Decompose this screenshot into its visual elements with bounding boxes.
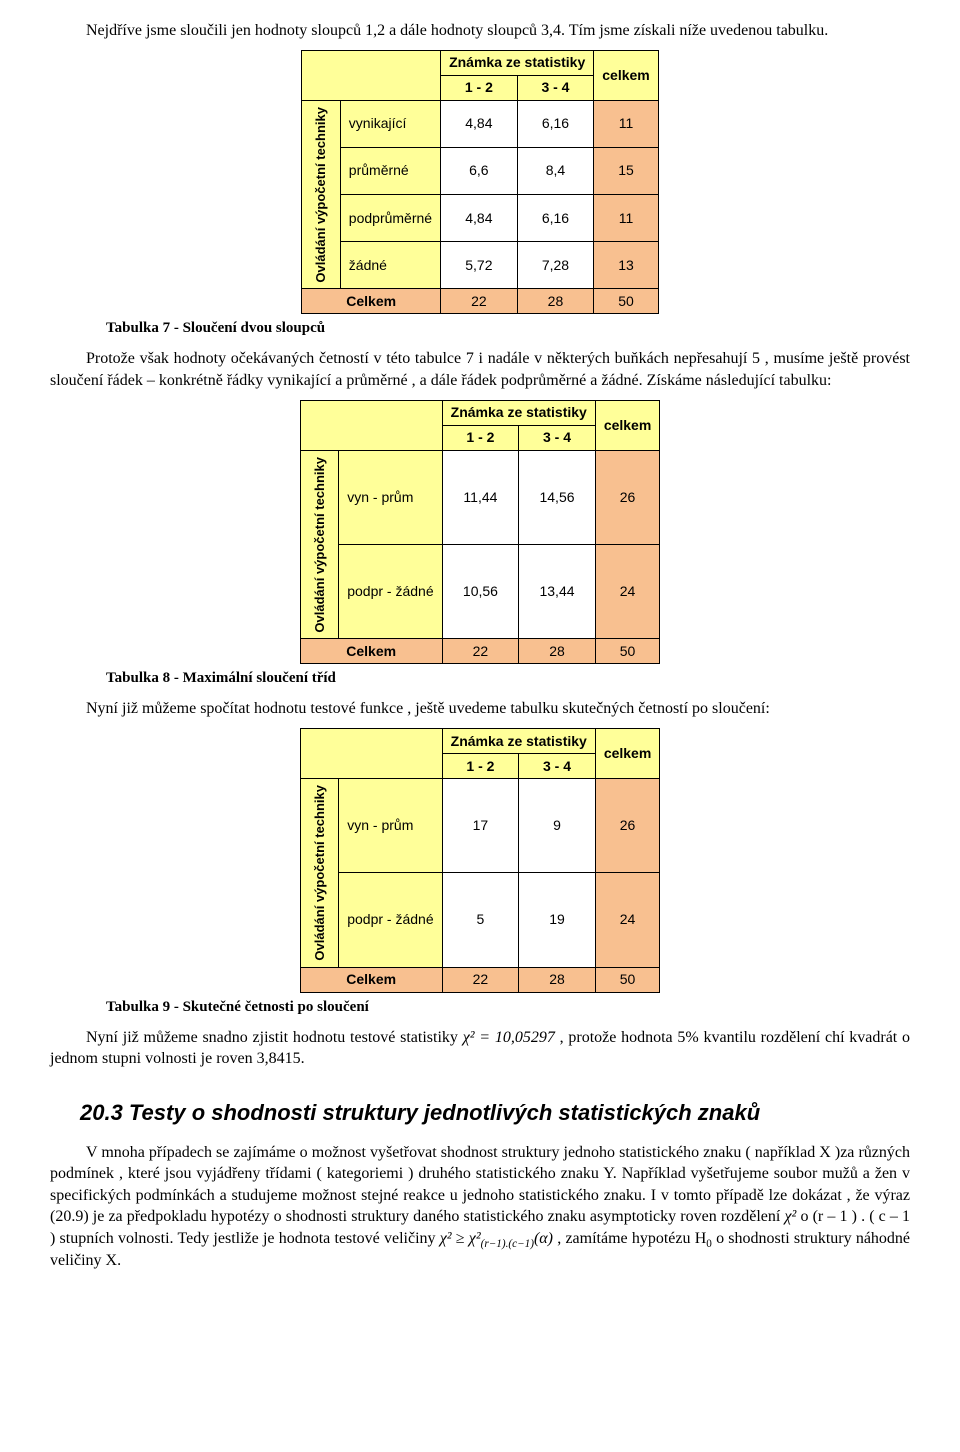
- t7-cell: 6,16: [517, 100, 594, 147]
- t7-cell: 7,28: [517, 242, 594, 289]
- paragraph-5: V mnoha případech se zajímáme o možnost …: [50, 1142, 910, 1272]
- t9-cell: 5: [442, 873, 519, 967]
- paragraph-2: Protože však hodnoty očekávaných četnost…: [50, 348, 910, 391]
- t7-total: 22: [441, 289, 518, 314]
- t9-row-label: vyn - prům: [339, 779, 442, 873]
- t9-total: 22: [442, 967, 519, 992]
- t9-total: 50: [595, 967, 659, 992]
- t7-cell: 8,4: [517, 147, 594, 194]
- t8-total-label: Celkem: [300, 639, 442, 664]
- col-header-stat: Známka ze statistiky: [441, 50, 594, 75]
- table-8: Známka ze statistiky celkem 1 - 2 3 - 4 …: [300, 400, 661, 665]
- table-9-caption: Tabulka 9 - Skutečné četnosti po sloučen…: [106, 997, 910, 1017]
- t9-cell: 26: [595, 779, 659, 873]
- t7-cell: 15: [594, 147, 658, 194]
- paragraph-4: Nyní již můžeme snadno zjistit hodnotu t…: [50, 1027, 910, 1070]
- t7-cell: 5,72: [441, 242, 518, 289]
- chi-sym: χ²: [784, 1208, 796, 1225]
- t7-cell: 13: [594, 242, 658, 289]
- table-8-caption: Tabulka 8 - Maximální sloučení tříd: [106, 668, 910, 688]
- side-label: Ovládání výpočetní techniky: [310, 103, 332, 287]
- col-header-34: 3 - 4: [519, 754, 596, 779]
- t9-total-label: Celkem: [300, 967, 442, 992]
- chi-alpha: (α): [534, 1230, 553, 1247]
- table-7-caption: Tabulka 7 - Sloučení dvou sloupců: [106, 318, 910, 338]
- col-header-stat: Známka ze statistiky: [442, 729, 595, 754]
- t8-row-label: vyn - prům: [339, 450, 442, 544]
- col-header-12: 1 - 2: [441, 75, 518, 100]
- t7-cell: 6,16: [517, 194, 594, 241]
- t7-cell: 11: [594, 194, 658, 241]
- t7-total: 28: [517, 289, 594, 314]
- h0-sub: 0: [706, 1238, 712, 1250]
- t8-cell: 14,56: [519, 450, 596, 544]
- t7-row-label: vynikající: [340, 100, 440, 147]
- col-header-12: 1 - 2: [442, 425, 519, 450]
- col-header-34: 3 - 4: [517, 75, 594, 100]
- t7-total: 50: [594, 289, 658, 314]
- t8-cell: 11,44: [442, 450, 519, 544]
- t8-cell: 24: [595, 544, 659, 638]
- col-header-12: 1 - 2: [442, 754, 519, 779]
- t7-row-label: podprůměrné: [340, 194, 440, 241]
- t9-cell: 24: [595, 873, 659, 967]
- t9-row-label: podpr - žádné: [339, 873, 442, 967]
- t7-cell: 11: [594, 100, 658, 147]
- col-header-total: celkem: [595, 400, 659, 450]
- chi-ineq: χ² ≥ χ²: [440, 1230, 481, 1247]
- t7-cell: 6,6: [441, 147, 518, 194]
- t7-row-label: průměrné: [340, 147, 440, 194]
- t9-cell: 17: [442, 779, 519, 873]
- col-header-34: 3 - 4: [519, 425, 596, 450]
- side-label: Ovládání výpočetní techniky: [309, 781, 331, 965]
- side-label: Ovládání výpočetní techniky: [309, 453, 331, 637]
- t7-row-label: žádné: [340, 242, 440, 289]
- paragraph-3: Nyní již můžeme spočítat hodnotu testové…: [50, 698, 910, 720]
- t8-cell: 26: [595, 450, 659, 544]
- t7-cell: 4,84: [441, 194, 518, 241]
- t7-total-label: Celkem: [302, 289, 441, 314]
- chi-expr: χ² = 10,05297: [463, 1029, 555, 1046]
- p5-text-c: , zamítáme hypotézu H: [557, 1230, 706, 1247]
- t8-total: 22: [442, 639, 519, 664]
- col-header-total: celkem: [595, 729, 659, 779]
- col-header-total: celkem: [594, 50, 658, 100]
- p4-text-a: Nyní již můžeme snadno zjistit hodnotu t…: [86, 1029, 463, 1046]
- t9-cell: 9: [519, 779, 596, 873]
- table-9: Známka ze statistiky celkem 1 - 2 3 - 4 …: [300, 728, 661, 993]
- p5-text-a: V mnoha případech se zajímáme o možnost …: [50, 1144, 910, 1226]
- t8-total: 28: [519, 639, 596, 664]
- t8-total: 50: [595, 639, 659, 664]
- paragraph-1: Nejdříve jsme sloučili jen hodnoty sloup…: [50, 20, 910, 42]
- section-heading: 20.3 Testy o shodnosti struktury jednotl…: [80, 1098, 910, 1128]
- col-header-stat: Známka ze statistiky: [442, 400, 595, 425]
- t7-cell: 4,84: [441, 100, 518, 147]
- chi-sub: (r−1).(c−1): [481, 1238, 534, 1250]
- t9-cell: 19: [519, 873, 596, 967]
- table-7: Známka ze statistiky celkem 1 - 2 3 - 4 …: [301, 50, 658, 315]
- t8-row-label: podpr - žádné: [339, 544, 442, 638]
- t9-total: 28: [519, 967, 596, 992]
- t8-cell: 10,56: [442, 544, 519, 638]
- t8-cell: 13,44: [519, 544, 596, 638]
